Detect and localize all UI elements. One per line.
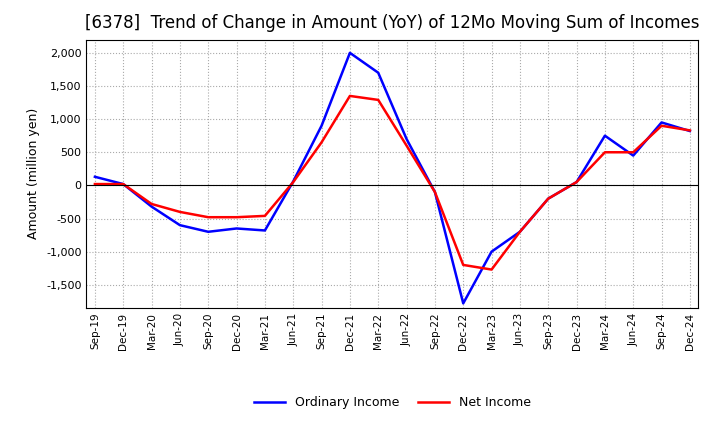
Net Income	[148, 202, 156, 207]
Ordinary Income	[431, 189, 439, 194]
Net Income	[600, 150, 609, 155]
Ordinary Income	[572, 180, 581, 185]
Net Income	[233, 215, 241, 220]
Net Income	[346, 93, 354, 99]
Net Income	[629, 150, 637, 155]
Ordinary Income	[374, 70, 382, 75]
Net Income	[487, 267, 496, 272]
Net Income	[261, 213, 269, 219]
Net Income	[119, 181, 127, 187]
Ordinary Income	[119, 181, 127, 187]
Net Income	[572, 180, 581, 185]
Ordinary Income	[176, 223, 184, 228]
Ordinary Income	[487, 249, 496, 254]
Net Income	[204, 215, 212, 220]
Net Income	[657, 123, 666, 128]
Title: [6378]  Trend of Change in Amount (YoY) of 12Mo Moving Sum of Incomes: [6378] Trend of Change in Amount (YoY) o…	[85, 15, 700, 33]
Ordinary Income	[204, 229, 212, 235]
Net Income	[176, 209, 184, 215]
Net Income	[289, 180, 297, 185]
Ordinary Income	[685, 128, 694, 134]
Net Income	[516, 229, 524, 235]
Ordinary Income	[600, 133, 609, 138]
Ordinary Income	[233, 226, 241, 231]
Net Income	[374, 97, 382, 103]
Net Income	[544, 196, 552, 201]
Ordinary Income	[148, 204, 156, 209]
Net Income	[318, 139, 326, 145]
Ordinary Income	[261, 228, 269, 233]
Y-axis label: Amount (million yen): Amount (million yen)	[27, 108, 40, 239]
Legend: Ordinary Income, Net Income: Ordinary Income, Net Income	[248, 392, 536, 414]
Ordinary Income	[544, 196, 552, 201]
Ordinary Income	[318, 123, 326, 128]
Net Income	[685, 128, 694, 133]
Ordinary Income	[629, 153, 637, 158]
Net Income	[402, 143, 411, 148]
Ordinary Income	[289, 179, 297, 184]
Line: Net Income: Net Income	[95, 96, 690, 270]
Net Income	[91, 181, 99, 187]
Ordinary Income	[516, 229, 524, 235]
Ordinary Income	[346, 50, 354, 55]
Ordinary Income	[91, 174, 99, 180]
Line: Ordinary Income: Ordinary Income	[95, 53, 690, 303]
Net Income	[459, 262, 467, 268]
Net Income	[431, 189, 439, 194]
Ordinary Income	[402, 136, 411, 142]
Ordinary Income	[657, 120, 666, 125]
Ordinary Income	[459, 301, 467, 306]
